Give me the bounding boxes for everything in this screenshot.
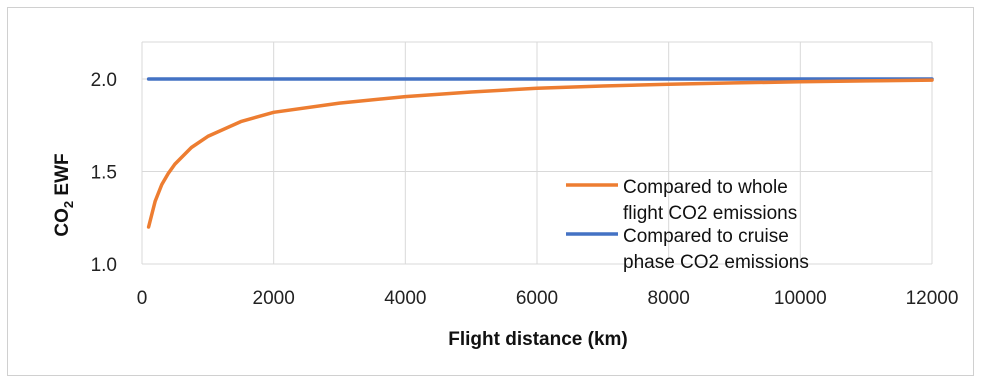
legend-label-cruise-phase-line-2: phase CO2 emissions	[623, 252, 809, 273]
x-tick-label: 2000	[253, 288, 295, 309]
x-axis-title: Flight distance (km)	[448, 329, 627, 350]
tick-labels: 0 2000 4000 6000 8000 10000 12000 1.0 1.5 2.0	[91, 70, 959, 309]
x-tick-label: 6000	[516, 288, 558, 309]
series-lines	[146, 77, 934, 229]
y-tick-label: 2.0	[91, 70, 117, 91]
x-tick-label: 0	[137, 288, 148, 309]
x-tick-label: 12000	[906, 288, 959, 309]
x-tick-label: 8000	[648, 288, 690, 309]
legend-label-whole-flight-line-1: Compared to whole	[623, 177, 788, 198]
x-tick-label: 10000	[774, 288, 827, 309]
chart-frame	[7, 7, 974, 376]
series-line-whole-flight	[146, 78, 934, 229]
legend-label-whole-flight-line-2: flight CO2 emissions	[623, 203, 797, 224]
x-tick-label: 4000	[384, 288, 426, 309]
y-tick-label: 1.0	[91, 255, 117, 276]
legend-label-cruise-phase-line-1: Compared to cruise	[623, 226, 789, 247]
y-tick-label: 1.5	[91, 163, 117, 184]
legend: Compared to whole flight CO2 emissions C…	[566, 177, 809, 273]
grid-lines	[141, 41, 933, 265]
y-axis-title: CO2 EWF	[52, 153, 76, 236]
